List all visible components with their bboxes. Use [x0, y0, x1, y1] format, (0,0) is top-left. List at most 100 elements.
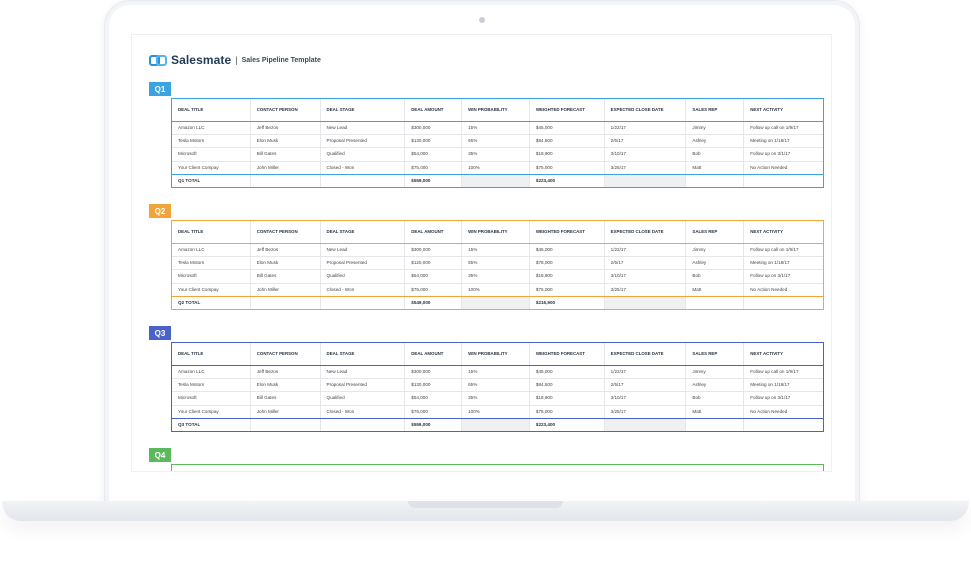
table-cell[interactable]: 1/22/17 — [603, 244, 686, 257]
table-cell[interactable]: 2/5/17 — [603, 379, 686, 392]
table-cell[interactable]: 100% — [461, 283, 529, 296]
table-cell[interactable]: Tesla Motors — [178, 382, 205, 388]
table-cell[interactable]: $45,000 — [528, 366, 604, 379]
table-cell[interactable]: New Lead — [319, 244, 405, 257]
table-cell[interactable]: Tesla Motors — [178, 260, 205, 266]
table-cell[interactable]: No Action Needed — [743, 283, 823, 296]
table-cell[interactable]: 65% — [461, 257, 529, 270]
table-cell[interactable]: Follow up call on 1/9/17 — [743, 366, 823, 379]
table-cell[interactable]: Closed - Won — [319, 283, 405, 296]
table-cell[interactable]: Tesla Motors — [178, 138, 205, 144]
table-cell[interactable]: Matt — [685, 161, 743, 174]
table-cell[interactable]: Meeting on 1/18/17 — [743, 257, 823, 270]
table-cell[interactable]: $130,000 — [404, 135, 461, 148]
table-cell[interactable]: 15% — [461, 244, 529, 257]
table-cell[interactable]: Amazon LLC — [178, 247, 205, 252]
table-cell[interactable]: $84,500 — [528, 135, 604, 148]
table-cell[interactable]: 3/10/17 — [603, 148, 686, 161]
table-cell[interactable]: $75,000 — [404, 405, 461, 418]
table-cell[interactable]: 15% — [461, 122, 529, 135]
table-cell[interactable]: $54,000 — [404, 270, 461, 283]
table-cell[interactable]: 3/10/17 — [603, 270, 686, 283]
table-cell[interactable]: $84,500 — [528, 379, 604, 392]
table-cell[interactable]: Microsoft — [178, 273, 197, 279]
table-cell[interactable]: 3/25/17 — [603, 283, 686, 296]
table-cell[interactable]: New Lead — [319, 366, 405, 379]
table-cell[interactable]: Your Client Compay — [178, 286, 219, 292]
table-row[interactable]: Microsoft Bill Gates Qualified $54,000 35% $1… — [172, 269, 823, 283]
table-cell[interactable]: $300,000 — [404, 122, 461, 135]
table-cell[interactable]: Closed - Won — [319, 161, 405, 174]
table-row[interactable]: Your Client Compay John Miller Closed - Wo… — [172, 282, 823, 296]
table-cell[interactable]: Jeff Bezos — [249, 122, 320, 135]
table-row[interactable]: Tesla Motors Elon Musk Proposal Presented $… — [172, 134, 823, 148]
table-cell[interactable]: Elon Musk — [249, 257, 320, 270]
table-cell[interactable]: 1/22/17 — [603, 366, 686, 379]
table-row[interactable]: Amazon LLC Jeff Bezos New Lead $300,000 15% $… — [172, 243, 823, 257]
table-cell[interactable]: Amazon LLC — [178, 369, 205, 374]
table-cell[interactable]: Follow up call on 1/9/17 — [743, 244, 823, 257]
table-cell[interactable]: Amazon LLC — [178, 125, 205, 130]
table-cell[interactable]: Elon Musk — [249, 135, 320, 148]
table-cell[interactable]: Your Client Compay — [178, 164, 219, 170]
table-cell[interactable]: $75,000 — [528, 405, 604, 418]
table-cell[interactable]: No Action Needed — [743, 161, 823, 174]
table-cell[interactable]: Jimmy — [685, 122, 743, 135]
table-cell[interactable]: 2/5/17 — [603, 257, 686, 270]
table-cell[interactable]: Proposal Presented — [319, 257, 405, 270]
table-cell[interactable]: 35% — [461, 392, 529, 405]
table-cell[interactable]: Microsoft — [178, 151, 197, 157]
table-cell[interactable]: 35% — [461, 270, 529, 283]
table-cell[interactable]: Elon Musk — [249, 379, 320, 392]
table-cell[interactable]: $75,000 — [404, 161, 461, 174]
table-cell[interactable]: 2/5/17 — [603, 135, 686, 148]
table-cell[interactable]: Qualified — [319, 270, 405, 283]
table-row[interactable]: Amazon LLC Jeff Bezos New Lead $300,000 15% $… — [172, 121, 823, 135]
table-cell[interactable]: John Miller — [249, 161, 320, 174]
table-cell[interactable]: Meeting on 1/18/17 — [743, 379, 823, 392]
table-cell[interactable]: Bill Gates — [249, 392, 320, 405]
table-cell[interactable]: $54,000 — [404, 392, 461, 405]
table-cell[interactable]: Follow up on 3/1/17 — [743, 148, 823, 161]
table-cell[interactable]: Ashley — [685, 135, 743, 148]
table-cell[interactable]: New Lead — [319, 122, 405, 135]
table-cell[interactable]: Bill Gates — [249, 270, 320, 283]
table-cell[interactable]: Bob — [685, 148, 743, 161]
table-cell[interactable]: $300,000 — [404, 366, 461, 379]
table-cell[interactable]: $120,000 — [404, 257, 461, 270]
table-cell[interactable]: 100% — [461, 161, 529, 174]
table-row[interactable]: Your Client Compay John Miller Closed - Wo… — [172, 404, 823, 418]
table-cell[interactable]: Microsoft — [178, 395, 197, 401]
table-cell[interactable]: John Miller — [249, 283, 320, 296]
table-cell[interactable]: Jimmy — [685, 366, 743, 379]
table-cell[interactable]: $18,900 — [528, 148, 604, 161]
table-cell[interactable]: Bob — [685, 270, 743, 283]
table-cell[interactable]: $45,000 — [528, 122, 604, 135]
table-row[interactable]: Microsoft Bill Gates Qualified $54,000 35% $1… — [172, 391, 823, 405]
table-cell[interactable]: Closed - Won — [319, 405, 405, 418]
table-cell[interactable]: Follow up on 3/1/17 — [743, 270, 823, 283]
table-cell[interactable]: Ashley — [685, 257, 743, 270]
table-cell[interactable]: 100% — [461, 405, 529, 418]
table-cell[interactable]: Follow up call on 1/9/17 — [743, 122, 823, 135]
table-cell[interactable]: $300,000 — [404, 244, 461, 257]
table-row[interactable]: Your Client Compay John Miller Closed - Wo… — [172, 160, 823, 174]
table-cell[interactable]: 1/22/17 — [603, 122, 686, 135]
table-row[interactable]: Amazon LLC Jeff Bezos New Lead $300,000 15% $… — [172, 365, 823, 379]
table-cell[interactable]: No Action Needed — [743, 405, 823, 418]
table-cell[interactable]: $75,000 — [528, 283, 604, 296]
table-cell[interactable]: $78,000 — [528, 257, 604, 270]
table-cell[interactable]: Jeff Bezos — [249, 244, 320, 257]
table-cell[interactable]: Meeting on 1/18/17 — [743, 135, 823, 148]
table-cell[interactable]: $130,000 — [404, 379, 461, 392]
table-cell[interactable]: Bob — [685, 392, 743, 405]
table-cell[interactable]: $45,000 — [528, 244, 604, 257]
table-row[interactable]: Tesla Motors Elon Musk Proposal Presented $… — [172, 256, 823, 270]
table-cell[interactable]: Qualified — [319, 392, 405, 405]
table-cell[interactable]: 3/25/17 — [603, 161, 686, 174]
table-cell[interactable]: $18,900 — [528, 270, 604, 283]
table-cell[interactable]: Bill Gates — [249, 148, 320, 161]
table-cell[interactable]: Proposal Presented — [319, 379, 405, 392]
table-cell[interactable]: Ashley — [685, 379, 743, 392]
table-cell[interactable]: Proposal Presented — [319, 135, 405, 148]
